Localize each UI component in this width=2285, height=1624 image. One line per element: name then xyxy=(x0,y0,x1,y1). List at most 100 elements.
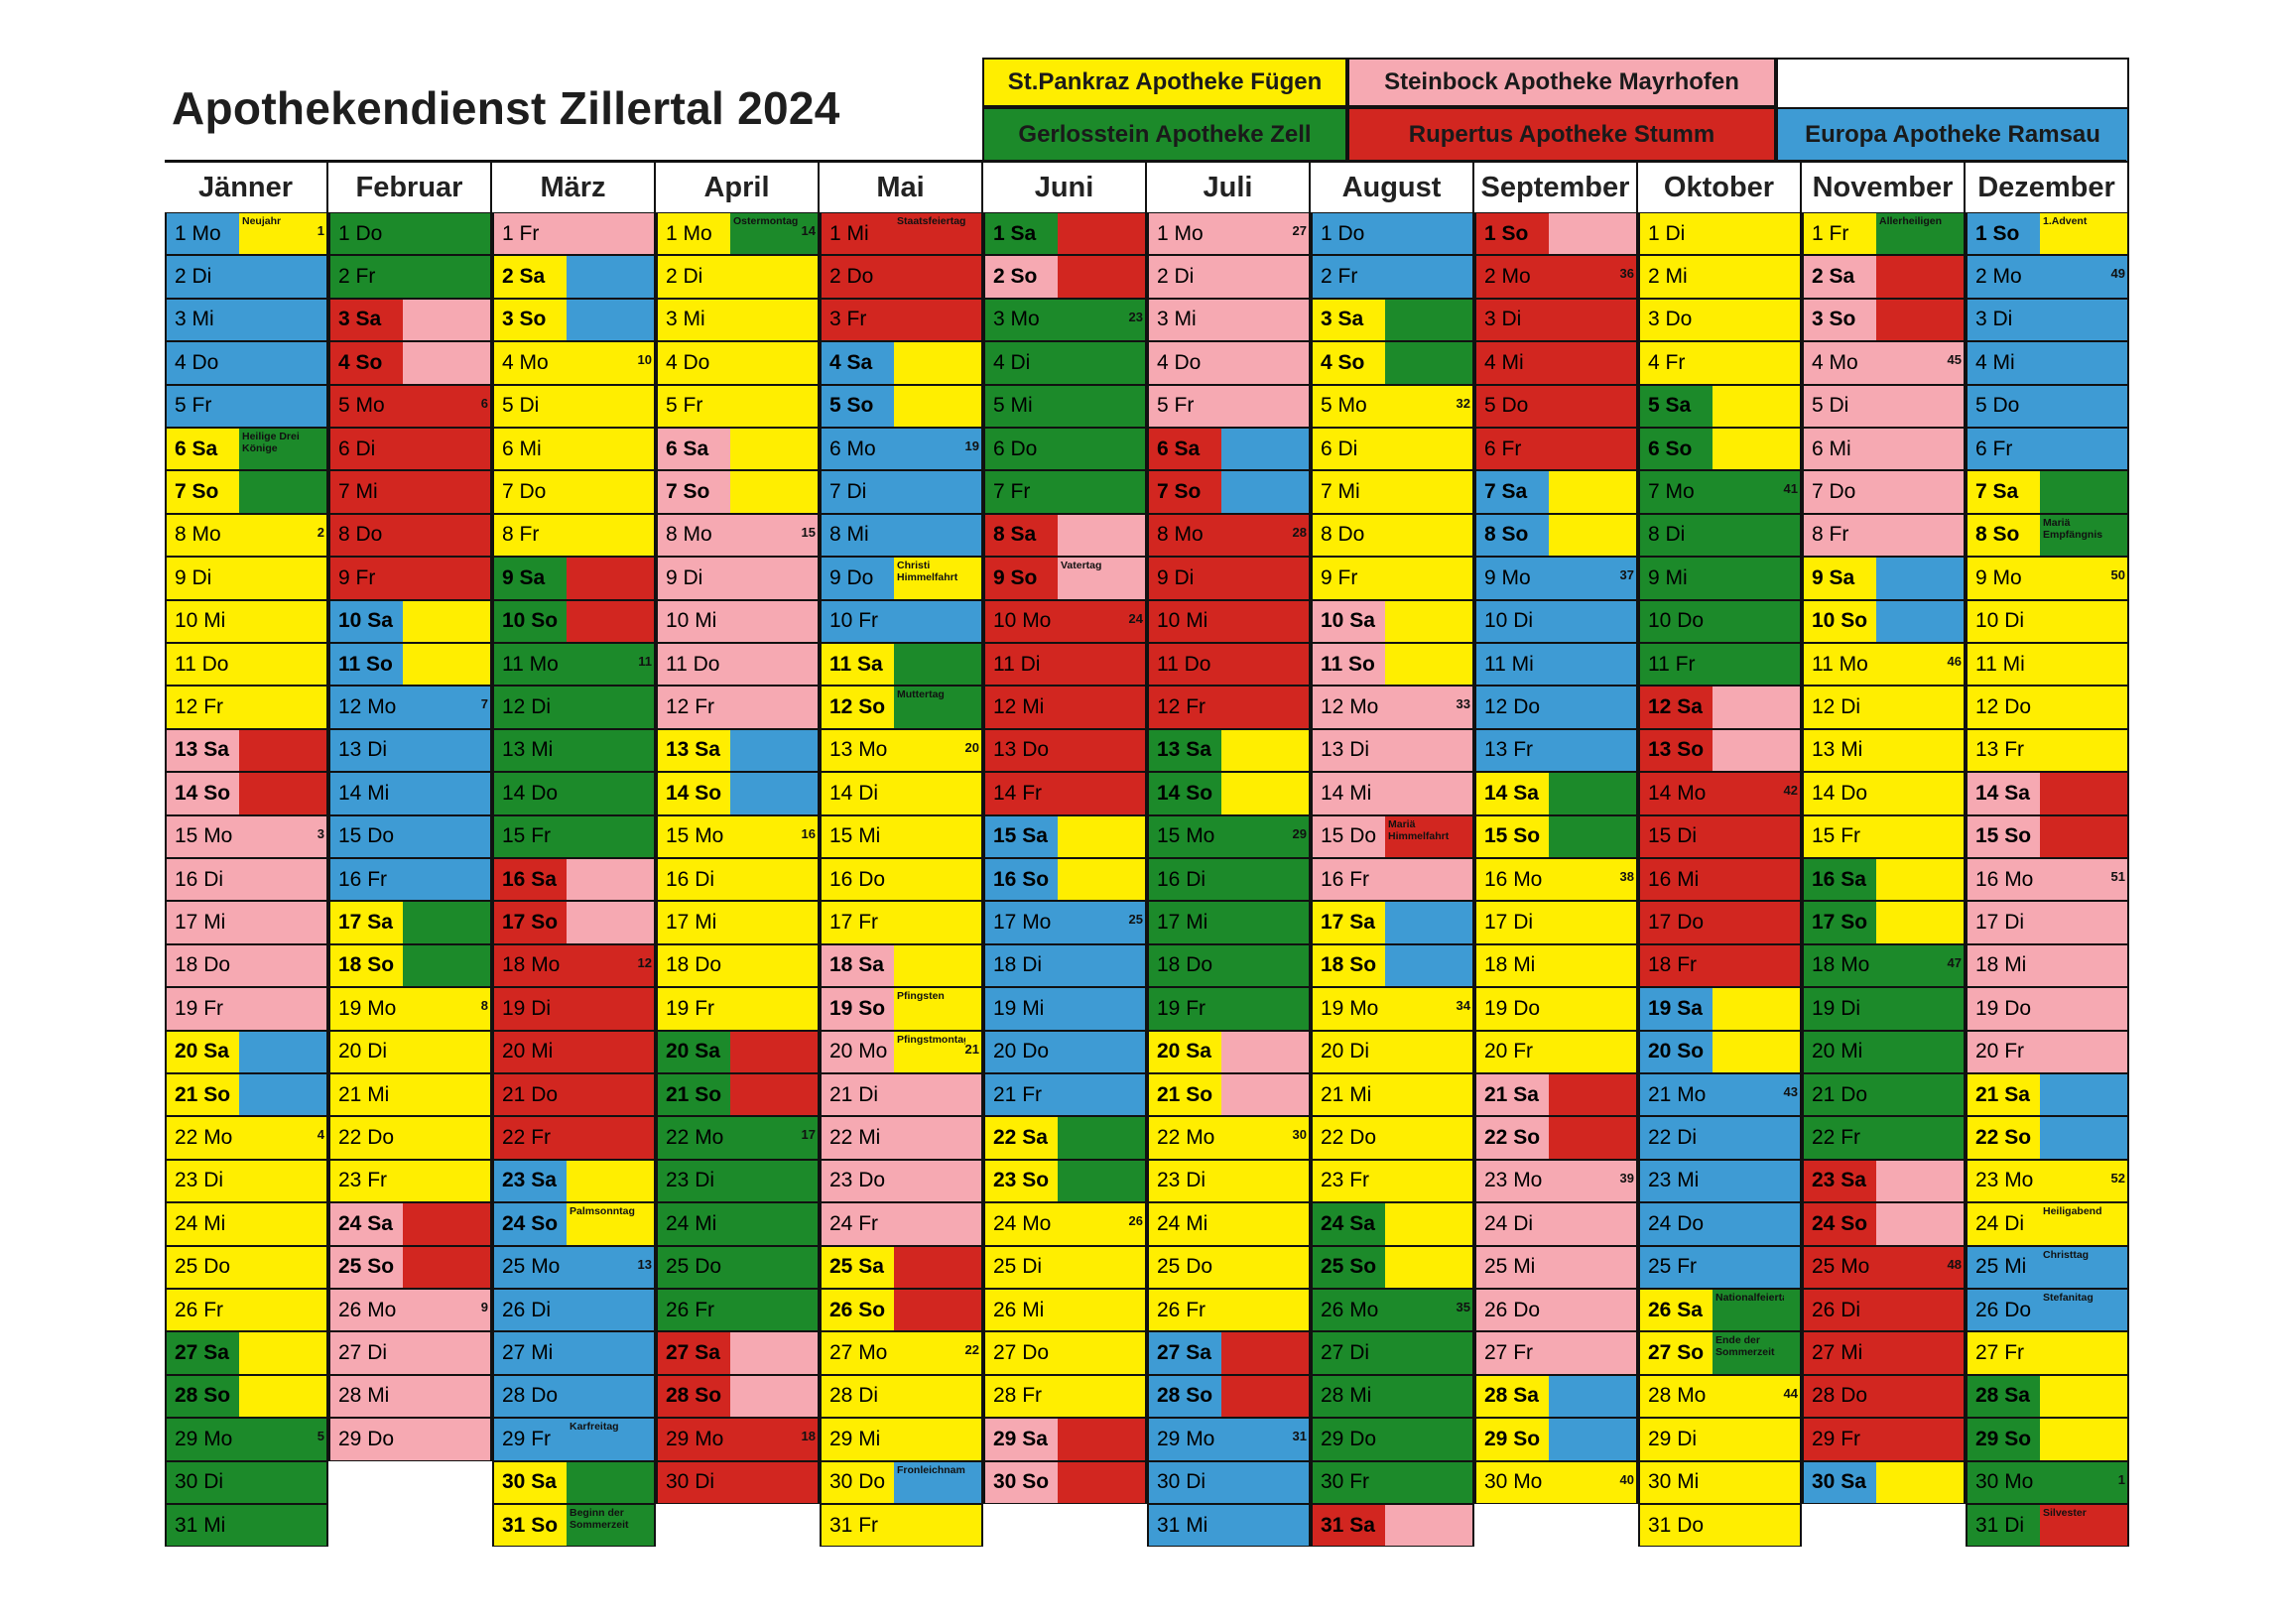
duty-fill xyxy=(1713,1505,1800,1547)
day-label: 12 Do xyxy=(1476,687,1549,728)
duty-fill xyxy=(239,773,326,814)
day-cell: 21 Mo 43 xyxy=(1638,1073,1802,1117)
week-number: 19 xyxy=(964,438,979,453)
week-number: 37 xyxy=(1619,567,1634,583)
day-cell: 11 Do xyxy=(165,643,328,687)
duty-fill xyxy=(1876,256,1964,298)
day-cell: 5 Mo 6 xyxy=(328,384,492,428)
day-label: 9 Fr xyxy=(1313,558,1385,599)
duty-fill xyxy=(403,342,490,384)
duty-fill xyxy=(1385,902,1472,943)
day-label: 11 Sa xyxy=(822,644,894,686)
day-cell: 19 Do xyxy=(1474,987,1638,1031)
day-label: 18 Fr xyxy=(1640,944,1713,987)
holiday-note: Palmsonntag xyxy=(570,1205,635,1218)
week-number: 31 xyxy=(1292,1429,1307,1444)
day-cell: 4 So xyxy=(1311,341,1474,385)
duty-fill xyxy=(1549,514,1636,557)
day-cell: 31 Mi xyxy=(165,1504,328,1548)
day-label: 26 Di xyxy=(494,1290,567,1331)
day-cell: 18 Do xyxy=(656,943,820,988)
day-cell: 26 Do xyxy=(1474,1289,1638,1332)
day-cell: 4 Do xyxy=(165,341,328,385)
day-cell: 1 Do xyxy=(1311,212,1474,256)
day-label: 27 Fr xyxy=(1476,1332,1549,1374)
day-label: 11 Mi xyxy=(1968,644,2040,686)
day-cell: 10 Mi xyxy=(165,599,328,643)
day-cell: 12 Mo 7 xyxy=(328,686,492,729)
day-cell: 29 Mo 18 xyxy=(656,1418,820,1461)
day-cell: 13 Fr xyxy=(1474,728,1638,773)
duty-fill xyxy=(239,256,326,298)
day-cell: 31 Sa xyxy=(1311,1504,1474,1548)
day-label: 6 Mi xyxy=(1804,429,1876,470)
duty-fill xyxy=(1549,429,1636,470)
duty-fill xyxy=(1385,1074,1472,1116)
day-label: 13 Fr xyxy=(1968,729,2040,772)
duty-fill xyxy=(730,644,818,686)
duty-fill xyxy=(1058,815,1145,857)
day-label: 20 Sa xyxy=(658,1031,730,1072)
duty-fill xyxy=(567,1461,654,1503)
day-cell: 4 Do xyxy=(1147,341,1311,385)
duty-fill xyxy=(1549,299,1636,341)
duty-fill xyxy=(1385,644,1472,686)
day-label: 16 Di xyxy=(658,859,730,901)
day-cell: 5 Mi xyxy=(983,384,1147,428)
day-label: 19 Mo xyxy=(1313,988,1385,1030)
day-cell: 8 Mo 28 xyxy=(1147,513,1311,558)
duty-fill xyxy=(1876,1375,1964,1418)
month-header: September xyxy=(1474,163,1638,212)
day-label: 30 Di xyxy=(167,1461,239,1503)
day-label: 8 So xyxy=(1476,514,1549,557)
day-cell: 29 Do xyxy=(1311,1418,1474,1461)
duty-fill xyxy=(1058,342,1145,384)
duty-fill xyxy=(239,988,326,1030)
duty-fill xyxy=(1713,600,1800,642)
day-cell: 26 Di xyxy=(1802,1289,1966,1332)
day-cell: 28 Sa xyxy=(1966,1374,2129,1419)
duty-fill xyxy=(567,514,654,557)
day-label: 1 Di xyxy=(1640,213,1713,255)
duty-fill: Ostermontag 14 xyxy=(730,213,818,255)
duty-fill xyxy=(730,1074,818,1116)
day-label: 23 Di xyxy=(658,1160,730,1202)
day-label: 18 Do xyxy=(167,944,239,987)
duty-fill: 1 xyxy=(2040,1461,2127,1503)
day-cell: 24 Fr xyxy=(820,1202,983,1246)
duty-fill xyxy=(1058,644,1145,686)
day-cell: 20 Di xyxy=(1311,1030,1474,1073)
day-cell: 26 Fr xyxy=(1147,1289,1311,1332)
day-label: 2 Mo xyxy=(1968,256,2040,298)
week-number: 30 xyxy=(1292,1127,1307,1143)
duty-fill xyxy=(1876,514,1964,557)
day-cell: 8 Mo 15 xyxy=(656,513,820,558)
duty-fill: 6 xyxy=(403,385,490,427)
day-cell: 28 Mi xyxy=(328,1374,492,1419)
duty-fill xyxy=(1221,471,1309,513)
day-label: 21 Sa xyxy=(1968,1074,2040,1116)
day-cell: 12 Mi xyxy=(983,686,1147,729)
duty-fill: 5 xyxy=(239,1419,326,1460)
day-cell: 25 Sa xyxy=(820,1245,983,1289)
duty-fill xyxy=(1385,1461,1472,1503)
day-label: 10 Di xyxy=(1968,600,2040,642)
day-cell: 18 So xyxy=(1311,943,1474,988)
day-cell: 2 Mo 36 xyxy=(1474,255,1638,299)
week-number: 5 xyxy=(317,1429,324,1444)
day-label: 18 Do xyxy=(658,944,730,987)
duty-fill: 37 xyxy=(1549,558,1636,599)
duty-fill xyxy=(1385,859,1472,901)
month-column: Juni 1 Sa 2 So 3 Mo 23 4 Di 5 Mi 6 Do 7 Fr 8 Sa 9 … xyxy=(983,163,1147,1547)
day-label: 6 Mi xyxy=(494,429,567,470)
duty-fill xyxy=(1221,644,1309,686)
day-cell: 6 Fr xyxy=(1966,428,2129,471)
day-label: 22 Fr xyxy=(494,1117,567,1159)
day-cell: 3 Sa xyxy=(1311,298,1474,342)
duty-fill: 17 xyxy=(730,1117,818,1159)
day-label: 6 So xyxy=(1640,429,1713,470)
day-label: 13 Mi xyxy=(1804,729,1876,772)
day-label: 2 Sa xyxy=(1804,256,1876,298)
day-cell: 14 Do xyxy=(1802,772,1966,815)
duty-fill xyxy=(1385,1117,1472,1159)
